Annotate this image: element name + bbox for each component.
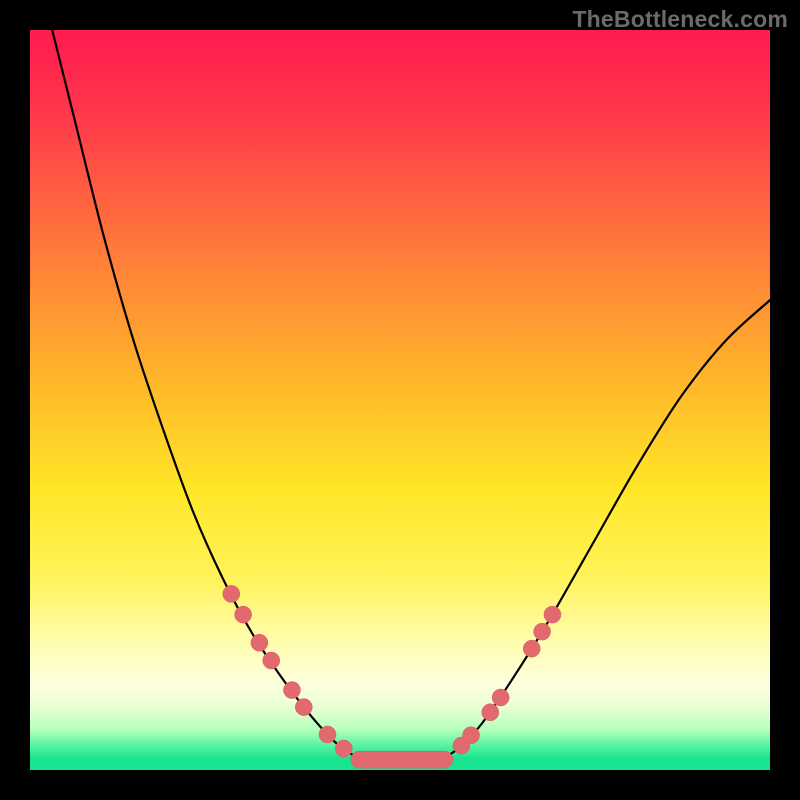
data-point <box>223 585 240 602</box>
data-point <box>463 727 480 744</box>
optimal-range-bar <box>351 751 453 768</box>
data-point <box>544 606 561 623</box>
data-point <box>251 634 268 651</box>
data-point <box>235 606 252 623</box>
data-point <box>482 704 499 721</box>
data-point <box>492 689 509 706</box>
data-point <box>263 652 280 669</box>
gradient-background <box>30 30 770 770</box>
watermark-text: TheBottleneck.com <box>572 6 788 33</box>
data-point <box>523 640 540 657</box>
outer-frame: TheBottleneck.com <box>0 0 800 800</box>
data-point <box>319 726 336 743</box>
data-point <box>295 699 312 716</box>
plot-svg <box>30 30 770 770</box>
plot-area <box>30 30 770 770</box>
data-point <box>335 740 352 757</box>
data-point <box>534 623 551 640</box>
data-point <box>283 682 300 699</box>
